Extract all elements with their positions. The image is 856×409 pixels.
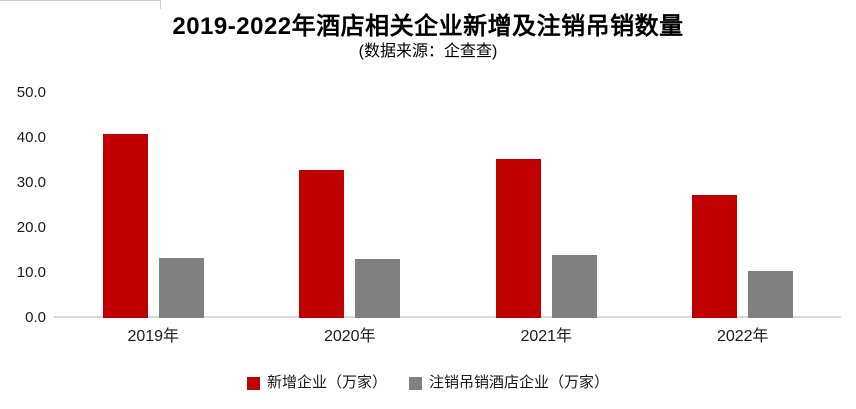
x-axis-label: 2019年 (127, 328, 180, 345)
bar-new-enterprises (692, 194, 738, 318)
y-tick-label: 50.0 (16, 84, 46, 101)
bar-new-enterprises (495, 158, 541, 318)
legend-item-deregistered-enterprises: 注销吊销酒店企业（万家） (409, 374, 609, 392)
legend-swatch-deregistered-enterprises (409, 376, 422, 390)
legend: 新增企业（万家） 注销吊销酒店企业（万家） (0, 374, 856, 392)
legend-label-deregistered-enterprises: 注销吊销酒店企业（万家） (429, 374, 610, 391)
x-axis-label: 2020年 (323, 328, 376, 345)
y-tick-label: 30.0 (16, 174, 46, 191)
bar-deregistered-enterprises (158, 258, 204, 318)
legend-swatch-new-enterprises (246, 376, 260, 390)
y-tick-label: 0.0 (25, 309, 46, 326)
legend-label-new-enterprises: 新增企业（万家） (266, 374, 387, 391)
bar-deregistered-enterprises (748, 271, 794, 318)
bar-new-enterprises (299, 170, 345, 318)
bar-deregistered-enterprises (551, 255, 597, 318)
chart-title: 2019-2022年酒店相关企业新增及注销吊销数量 (172, 13, 684, 40)
y-tick-label: 40.0 (16, 129, 46, 146)
chart-subtitle: (数据来源：企查查) (358, 43, 498, 60)
x-axis-line (54, 316, 841, 318)
y-tick-label: 10.0 (16, 264, 46, 281)
x-axis-label: 2022年 (716, 328, 769, 345)
y-tick-label: 20.0 (16, 219, 46, 236)
bar-new-enterprises (102, 133, 148, 318)
page-edge-artifact-horizontal (0, 0, 161, 1)
bar-deregistered-enterprises (355, 259, 401, 318)
x-axis-label: 2021年 (520, 328, 573, 345)
legend-item-new-enterprises: 新增企业（万家） (246, 374, 387, 392)
page-edge-artifact-vertical (160, 0, 161, 9)
